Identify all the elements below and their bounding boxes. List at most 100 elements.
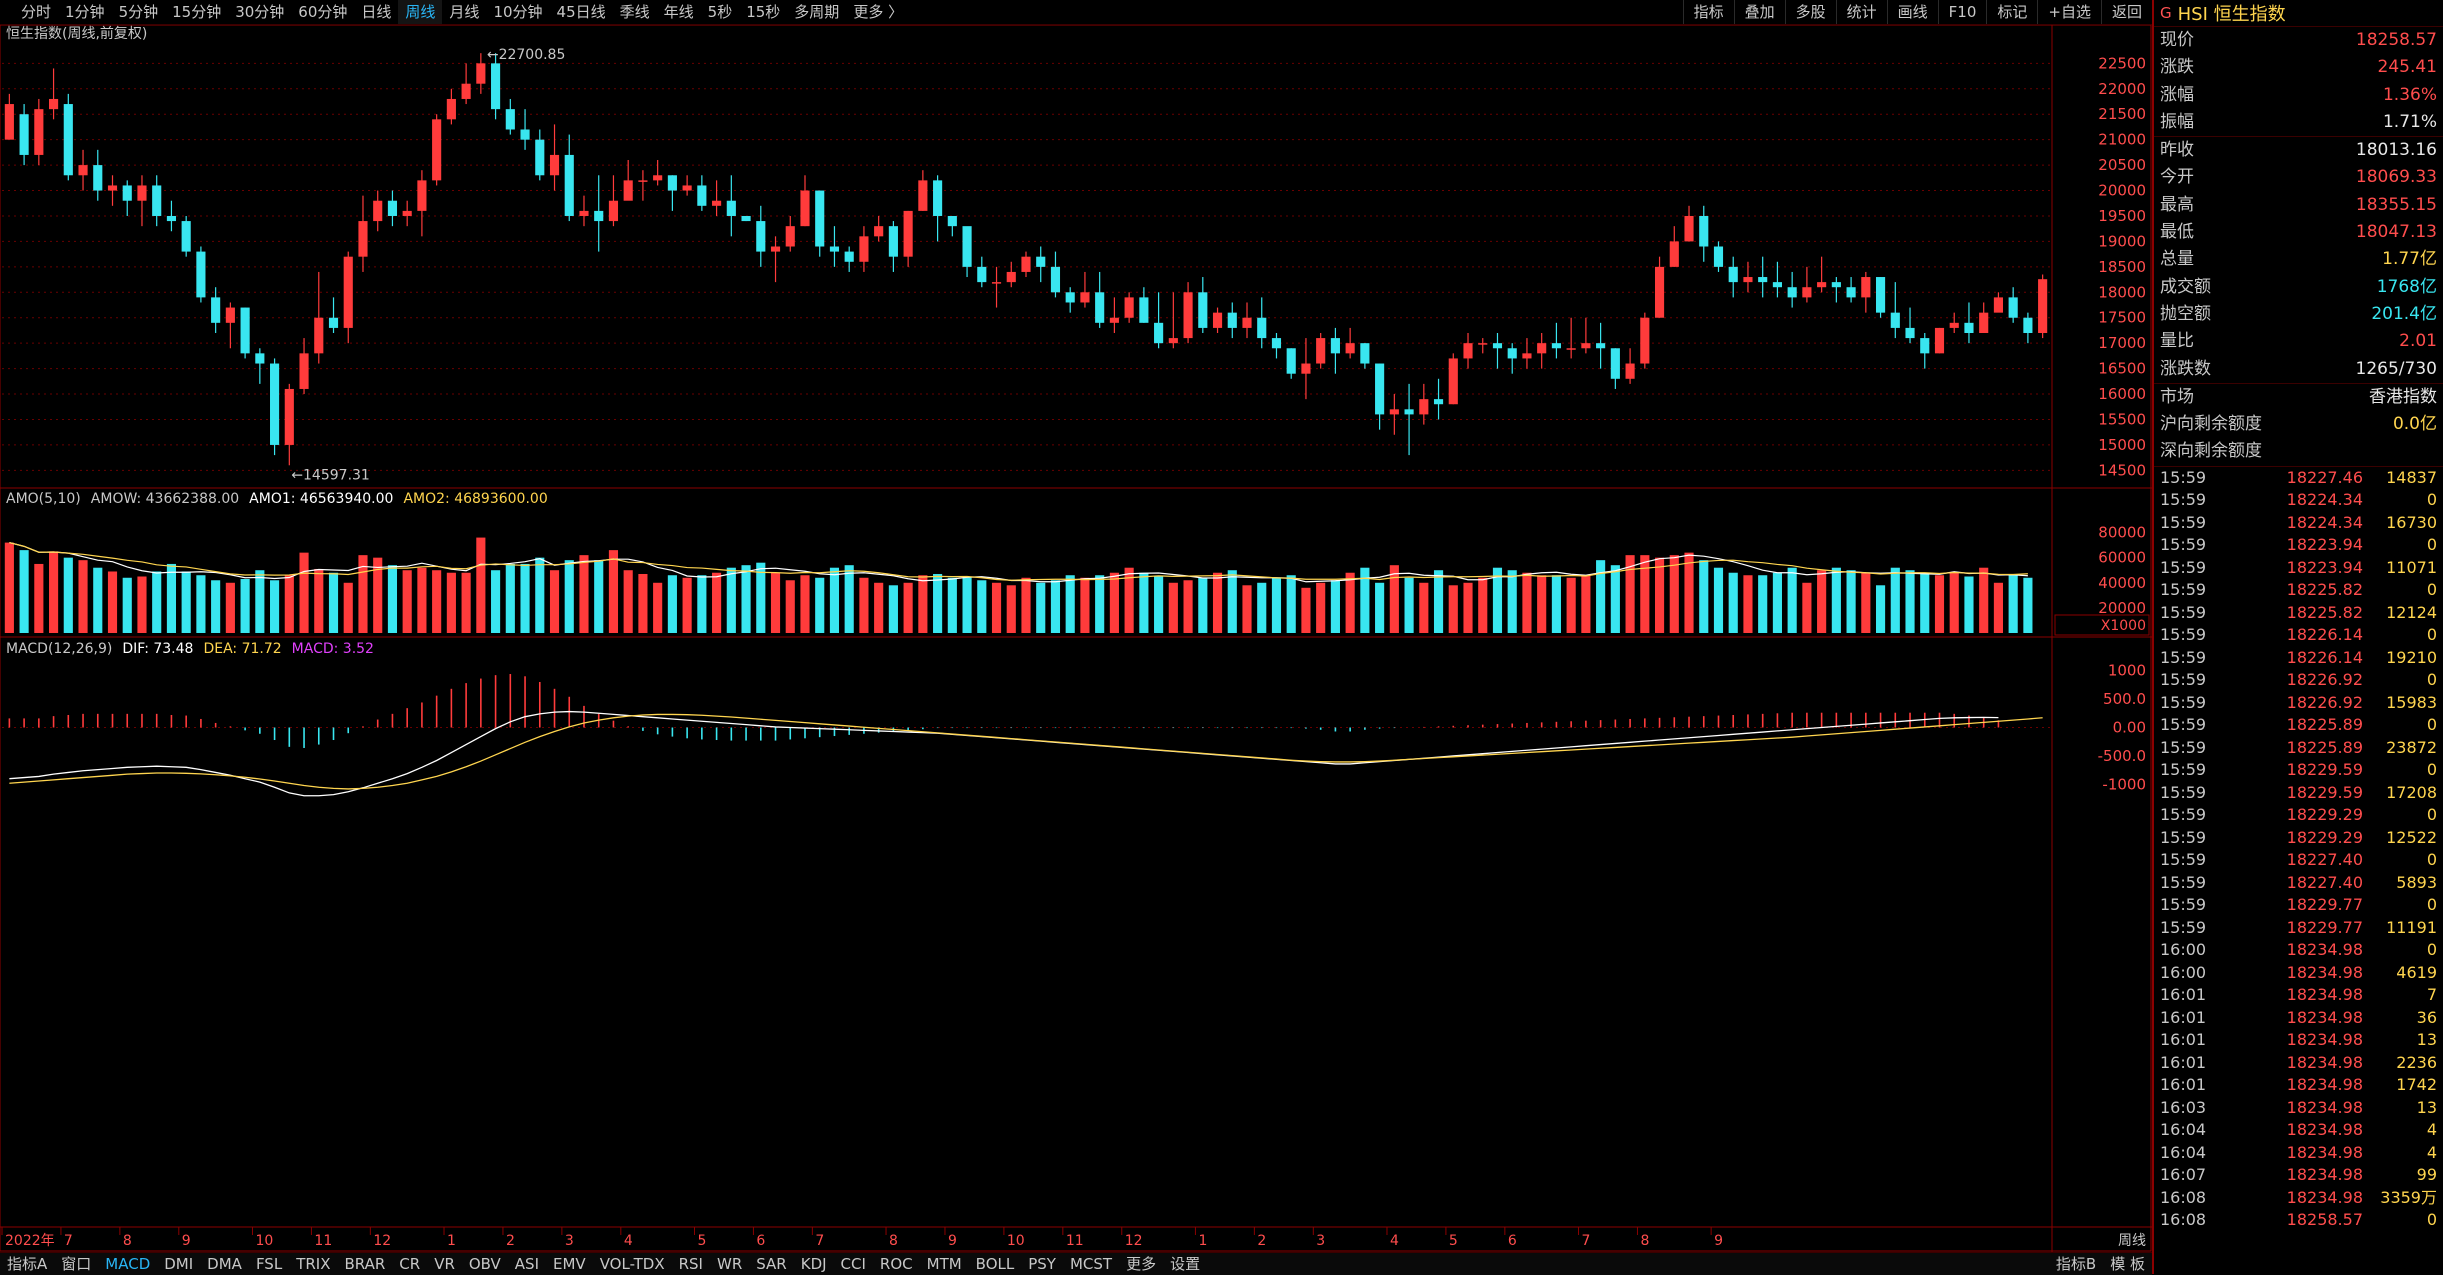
candle-body (1507, 348, 1517, 359)
period-tab-7[interactable]: 周线 (398, 0, 443, 24)
candle-body (2008, 297, 2018, 318)
indicator-tab-12[interactable]: EMV (553, 1255, 586, 1273)
period-tab-1[interactable]: 1分钟 (65, 3, 105, 21)
indicator-tab-16[interactable]: SAR (756, 1255, 787, 1273)
tick-time: 16:00 (2160, 962, 2207, 982)
candle-body (903, 210, 913, 257)
indicator-tab-17[interactable]: KDJ (800, 1255, 827, 1273)
period-tab-15[interactable]: 多周期 (794, 3, 840, 21)
period-tab-2[interactable]: 5分钟 (118, 3, 159, 21)
quote-row: 涨幅 1.36% (2154, 82, 2443, 109)
indicator-tab-23[interactable]: MCST (1069, 1255, 1113, 1273)
candle-body (1669, 241, 1679, 267)
candle-body (2038, 279, 2048, 333)
amo-bar (888, 585, 898, 633)
amo-bar (225, 582, 235, 633)
indicator-tab-19[interactable]: ROC (879, 1255, 913, 1273)
period-tab-10[interactable]: 45日线 (556, 3, 606, 21)
tool-button-0[interactable]: 指标 (1682, 0, 1734, 24)
indicator-right-tab-0[interactable]: 指标B (2055, 1255, 2097, 1273)
tool-button-2[interactable]: 多股 (1784, 0, 1836, 24)
period-tab-0[interactable]: 分时 (21, 3, 52, 21)
chart-area[interactable]: 恒生指数(周线,前复权) 22500 22000 21500 21000 20500 200… (0, 24, 2152, 1252)
indicator-tab-21[interactable]: BOLL (975, 1255, 1015, 1273)
amo-bar (608, 550, 619, 633)
tick-row: 15:59 18229.29 12522 (2154, 827, 2443, 850)
amo-bar (4, 542, 14, 633)
candle-body (1198, 292, 1208, 328)
candle-body (1993, 297, 2003, 313)
tool-button-1[interactable]: 叠加 (1733, 0, 1785, 24)
period-tab-8[interactable]: 月线 (449, 3, 480, 21)
candle-body (549, 154, 560, 176)
period-tab-13[interactable]: 5秒 (707, 3, 733, 21)
indicator-tab-18[interactable]: CCI (840, 1255, 866, 1273)
indicator-tab-22[interactable]: PSY (1028, 1255, 1056, 1273)
indicator-tab-6[interactable]: TRIX (296, 1255, 331, 1273)
quote-row: 今开 18069.33 (2154, 164, 2443, 191)
tick-time: 16:01 (2160, 1052, 2207, 1072)
tick-list[interactable]: 15:59 18227.46 14837 15:59 18224.34 0 15:59 182… (2154, 467, 2443, 1232)
indicator-tab-10[interactable]: OBV (468, 1255, 501, 1273)
tick-time: 15:59 (2160, 805, 2207, 825)
amo-bar (1566, 577, 1576, 633)
amo-bar (726, 567, 736, 633)
indicator-tab-15[interactable]: WR (716, 1255, 743, 1273)
quote-title: G HSI 恒生指数 (2154, 0, 2443, 27)
candle-body (1360, 343, 1370, 364)
period-tab-14[interactable]: 15秒 (746, 3, 781, 21)
indicator-tab-24[interactable]: 更多 (1126, 1255, 1157, 1273)
indicator-tab-20[interactable]: MTM (926, 1255, 962, 1273)
period-tab-9[interactable]: 10分钟 (493, 3, 543, 21)
indicator-tab-14[interactable]: RSI (678, 1255, 703, 1273)
tick-row: 16:01 18234.98 36 (2154, 1007, 2443, 1030)
tool-button-8[interactable]: 返回 (2100, 0, 2152, 24)
indicator-tab-7[interactable]: BRAR (344, 1255, 386, 1273)
period-tab-3[interactable]: 15分钟 (172, 3, 222, 21)
indicator-tab-9[interactable]: VR (434, 1255, 455, 1273)
candle-body (1404, 409, 1414, 415)
tool-button-5[interactable]: F10 (1937, 0, 1987, 24)
tick-time: 15:59 (2160, 692, 2207, 712)
indicator-tab-5[interactable]: FSL (255, 1255, 283, 1273)
candle-body (1271, 338, 1282, 349)
period-tab-5[interactable]: 60分钟 (298, 3, 348, 21)
amo-bar (535, 557, 545, 633)
indicator-tab-0[interactable]: 指标A (7, 1255, 48, 1273)
chart-canvas[interactable]: 恒生指数(周线,前复权)2250022000215002100020500200… (0, 24, 2152, 1252)
tick-row: 16:01 18234.98 7 (2154, 984, 2443, 1007)
tick-volume: 0 (2426, 895, 2437, 915)
indicator-tab-2[interactable]: MACD (105, 1255, 151, 1273)
cycle-label: 周线 (2118, 1233, 2146, 1249)
indicator-tab-11[interactable]: ASI (514, 1255, 539, 1273)
indicator-tab-3[interactable]: DMI (164, 1255, 194, 1273)
candle-body (1979, 312, 1989, 333)
candle-body (284, 388, 294, 445)
tick-row: 15:59 18226.92 0 (2154, 669, 2443, 692)
period-tab-11[interactable]: 季线 (619, 3, 650, 21)
indicator-tab-8[interactable]: CR (399, 1255, 421, 1273)
indicator-tab-1[interactable]: 窗口 (61, 1255, 92, 1273)
period-tab-16[interactable]: 更多 〉 (853, 3, 904, 21)
tick-row: 15:59 18229.59 0 (2154, 759, 2443, 782)
tool-button-3[interactable]: 统计 (1835, 0, 1887, 24)
amo-bar (491, 570, 501, 633)
indicator-tab-13[interactable]: VOL-TDX (599, 1255, 665, 1273)
tick-price: 18227.46 (2286, 467, 2363, 487)
quote-label: 成交额 (2160, 276, 2211, 297)
amo-bar (1905, 570, 1915, 633)
indicator-tab-4[interactable]: DMA (207, 1255, 242, 1273)
tool-button-6[interactable]: 标记 (1986, 0, 2037, 24)
macd-header: MACD(12,26,9) DIF: 73.48 DEA: 71.72 MACD: 3… (6, 641, 374, 657)
candle-body (653, 175, 663, 181)
indicator-tab-25[interactable]: 设置 (1170, 1255, 1201, 1273)
period-tab-4[interactable]: 30分钟 (235, 3, 285, 21)
tool-button-4[interactable]: 画线 (1886, 0, 1938, 24)
tool-button-7[interactable]: +自选 (2037, 0, 2101, 24)
tick-price: 18229.59 (2286, 760, 2363, 780)
quote-value: 245.41 (2377, 57, 2437, 78)
period-tab-12[interactable]: 年线 (663, 3, 694, 21)
tick-price: 18234.98 (2286, 1142, 2363, 1162)
period-tab-6[interactable]: 日线 (361, 3, 392, 21)
indicator-right-tab-1[interactable]: 模 板 (2110, 1255, 2145, 1273)
